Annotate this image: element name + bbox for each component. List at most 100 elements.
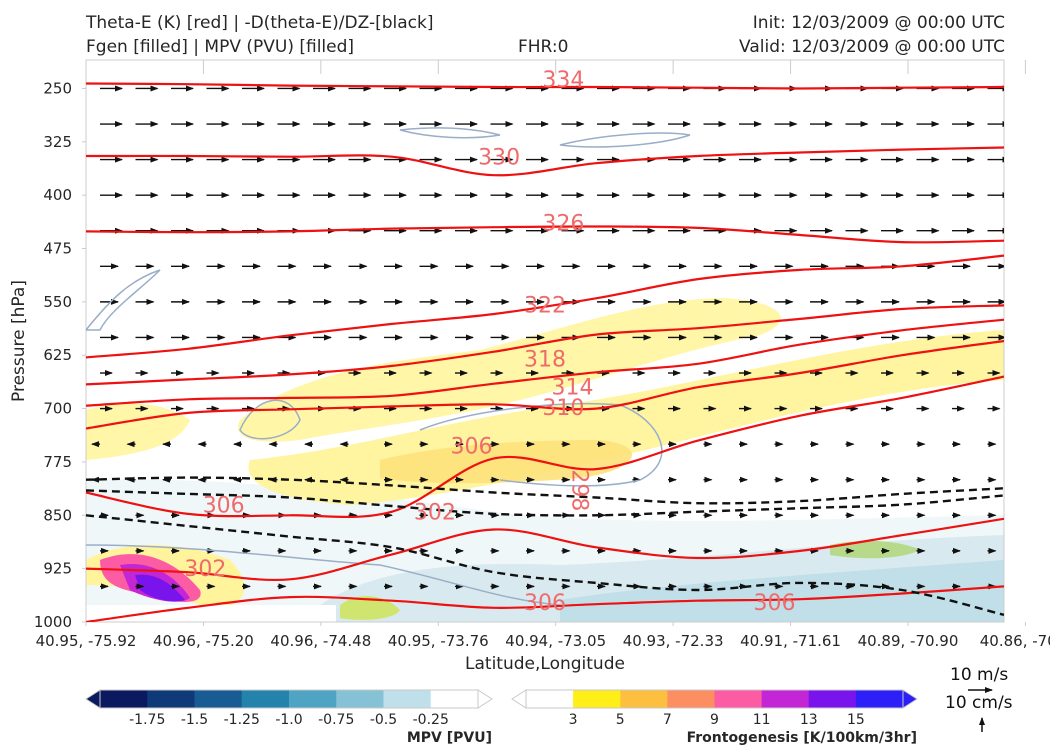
colorbar-tick-label: -0.5 [370,712,397,728]
colorbar-tick-label: -0.25 [413,712,449,728]
theta-e-contour-310 [86,339,1004,430]
colorbar-segment [383,690,432,708]
colorbar-segment [714,690,763,708]
x-tick-label: 40.91, -71.61 [740,632,841,650]
colorbar-segment [100,690,148,708]
theta-e-contour-314 [86,318,1004,407]
x-tick-label: 40.94, -73.05 [505,632,606,650]
theta-e-label: 334 [542,68,584,93]
mpv-outline-1 [86,269,161,331]
colorbar-tick-label: -1.75 [129,712,165,728]
y-tick-label: 625 [43,346,72,364]
colorbar-extend-low [85,689,101,709]
x-tick-label: 40.89, -70.90 [858,632,959,650]
theta-e-label: 318 [524,348,566,373]
x-tick-label: 40.86, -70.1 [980,632,1050,650]
stability-contour [86,476,1004,505]
mpv-colorbar: -1.75 -1.5 -1.25 -1.0 -0.75 -0.5 -0.25 [85,689,493,728]
y-tick-label: 250 [43,79,72,97]
stability-contours [86,476,1004,617]
theta-e-contour-306 [86,585,1004,622]
colorbar-segment [336,690,384,708]
x-tick-label: 40.93, -72.33 [623,632,724,650]
forecast-hour: FHR:0 [518,37,569,57]
mpv-outlines [86,127,691,606]
fgen-colorbar-label: Frontogenesis [K/100km/3hr] [687,730,917,746]
colorbar-frame [525,689,904,709]
fgen-fill-max-3 [135,574,185,602]
theta-e-label: 306 [203,493,245,518]
y-tick-label: 550 [43,293,72,311]
theta-e-label: 330 [478,146,520,171]
init-time: Init: 12/03/2009 @ 00:00 UTC [752,13,1005,33]
fgen-fill-mid-right [830,540,920,559]
theta-e-label: 322 [524,294,566,319]
colorbar-tick-label: 11 [753,712,771,728]
theta-e-label: 326 [542,212,584,237]
colorbar-segment [761,690,810,708]
mpv-outline-3 [559,132,691,148]
colorbar-tick-label: 15 [847,712,865,728]
theta-e-label: 314 [552,375,594,400]
fgen-fill-left [86,403,190,460]
x-axis-ticks: 40.95, -75.92 40.96, -75.20 40.96, -74.48 4… [36,60,1050,650]
frontogenesis-colorbar: 3 5 7 9 11 13 15 [511,689,918,728]
theta-e-label: 310 [542,396,584,421]
colorbar-tick-label: 7 [663,712,672,728]
colorbar-segment [808,690,857,708]
colorbar-segment [855,690,904,708]
y-tick-label: 925 [43,560,72,578]
colorbar-tick-label: 13 [800,712,818,728]
colorbar-segment [289,690,337,708]
theta-e-contour-322 [86,254,1004,359]
y-tick-label: 1000 [34,613,72,631]
title-line-2: Fgen [filled] | MPV (PVU) [filled] [86,37,355,57]
mpv-outline-6 [86,544,561,606]
wind-scale-speed: 10 m/s [950,665,1008,685]
colorbar-segment [667,690,715,708]
y-tick-label: 700 [43,400,72,418]
stability-contour [86,514,1004,617]
theta-e-contours [86,82,1004,622]
colorbar-segment [573,690,621,708]
colorbar-tick-label: -0.75 [318,712,354,728]
colorbar-frame [99,689,479,709]
theta-e-label: 306 [524,591,566,616]
theta-e-label: 306 [754,591,796,616]
theta-e-contour-334 [86,82,1004,90]
y-tick-label: 775 [43,453,72,471]
colorbar-extend-low [511,689,527,709]
colorbar-extend-high [477,689,493,709]
y-tick-label: 475 [43,240,72,258]
theta-e-label: 306 [451,434,493,459]
theta-e-label: 298 [567,469,592,511]
wind-scale-vertical: 10 cm/s [945,693,1013,713]
colorbar-segment [147,690,195,708]
colorbar-extend-high [902,689,918,709]
title-line-1: Theta-E (K) [red] | -D(theta-E)/DZ-[blac… [86,13,434,33]
colorbar-tick-label: -1.5 [181,712,208,728]
mpv-outline-2 [399,127,501,139]
theta-e-label: 302 [184,557,226,582]
x-tick-label: 40.95, -75.92 [36,632,137,650]
y-axis-label: Pressure [hPa] [9,280,29,402]
theta-e-contour-326 [86,225,1004,244]
theta-e-contour-302 [86,517,1004,582]
colorbar-tick-label: 5 [616,712,625,728]
colorbar-tick-label: 3 [569,712,578,728]
fgen-fill-bottom-center [340,595,400,620]
wind-scale-key: 10 m/s 10 cm/s [945,665,1013,732]
mpv-fill-dark [560,560,1004,622]
stability-contour [86,489,1004,517]
x-tick-label: 40.96, -75.20 [153,632,254,650]
theta-e-contour-318 [86,304,1004,386]
colorbar-segment [241,690,290,708]
colorbar-tick-label: -1.25 [224,712,260,728]
fgen-fill-core [380,440,633,484]
y-axis-ticks: 250 325 400 475 550 625 700 775 850 925 1000 [34,79,86,631]
colorbar-segment [194,690,243,708]
x-tick-label: 40.95, -73.76 [388,632,489,650]
colorbar-segment [620,690,668,708]
